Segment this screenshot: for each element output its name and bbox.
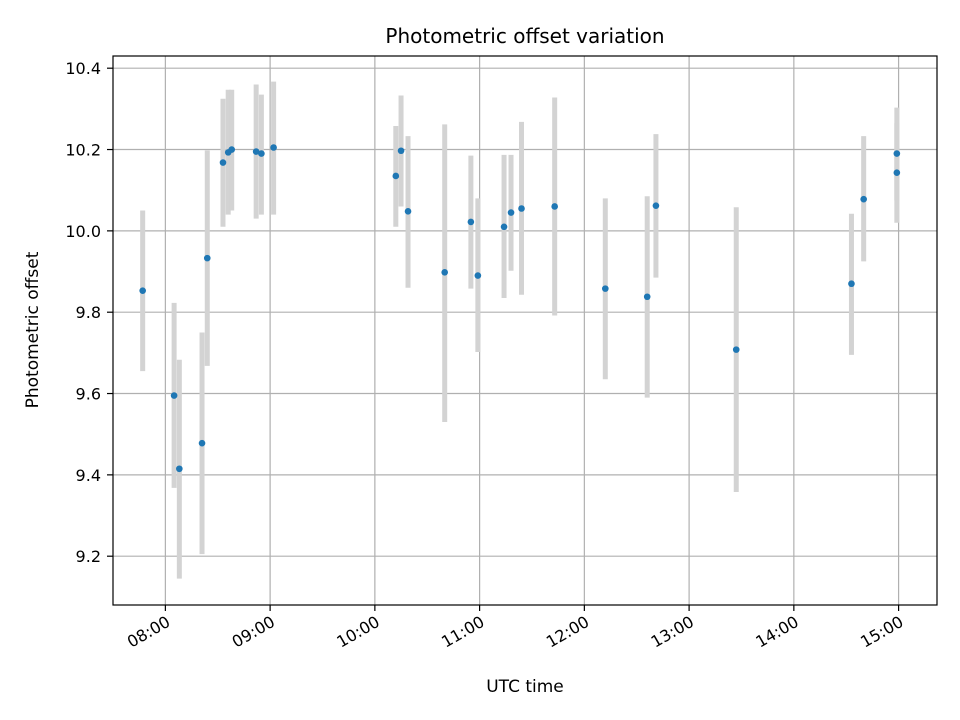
x-tick-label: 08:00 bbox=[124, 612, 173, 652]
data-point bbox=[203, 254, 211, 262]
y-tick-label: 10.4 bbox=[65, 59, 101, 78]
data-point bbox=[602, 285, 609, 292]
error-bars bbox=[140, 81, 900, 579]
data-point bbox=[860, 195, 867, 203]
data-point bbox=[848, 280, 855, 288]
data-point bbox=[474, 272, 482, 279]
y-axis-label: Photometric offset bbox=[23, 251, 43, 408]
x-axis-ticks: 08:00 09:00 10:00 11:00 12:00 13:00 14:00 15:00 bbox=[124, 605, 907, 652]
data-point bbox=[270, 144, 277, 151]
x-tick-label: 14:00 bbox=[752, 612, 801, 652]
data-point bbox=[397, 147, 405, 155]
data-point bbox=[893, 169, 901, 177]
data-point bbox=[518, 205, 525, 212]
y-tick-label: 9.6 bbox=[76, 385, 101, 404]
y-axis-ticks: 9.2 9.4 9.6 9.8 10.0 10.2 10.4 bbox=[65, 59, 113, 566]
grid-lines bbox=[113, 56, 937, 605]
data-point bbox=[467, 218, 475, 226]
y-tick-label: 9.4 bbox=[76, 466, 101, 485]
y-tick-label: 10.0 bbox=[65, 222, 101, 241]
y-tick-label: 10.2 bbox=[65, 141, 101, 160]
data-point bbox=[652, 202, 660, 209]
data-points bbox=[139, 144, 901, 473]
data-point bbox=[258, 150, 265, 157]
data-point bbox=[404, 208, 412, 215]
data-point bbox=[198, 439, 206, 447]
data-point bbox=[176, 465, 183, 473]
x-tick-label: 15:00 bbox=[857, 612, 906, 652]
data-point bbox=[500, 223, 508, 231]
data-point bbox=[139, 287, 146, 294]
data-point bbox=[252, 148, 260, 155]
data-point bbox=[551, 203, 558, 210]
x-tick-label: 12:00 bbox=[543, 612, 592, 652]
y-tick-label: 9.8 bbox=[76, 303, 101, 322]
data-point bbox=[643, 293, 651, 301]
x-axis-label: UTC time bbox=[486, 677, 564, 697]
data-point bbox=[893, 150, 901, 157]
x-tick-label: 13:00 bbox=[648, 612, 697, 652]
data-point bbox=[228, 146, 236, 153]
plot-frame bbox=[112, 55, 938, 606]
chart-title: Photometric offset variation bbox=[385, 24, 664, 48]
data-point bbox=[441, 269, 448, 276]
x-tick-label: 11:00 bbox=[438, 612, 487, 652]
data-point bbox=[732, 346, 740, 353]
x-tick-label: 09:00 bbox=[229, 612, 278, 652]
data-point bbox=[219, 159, 227, 166]
data-point bbox=[507, 209, 515, 216]
data-point bbox=[170, 392, 178, 399]
y-tick-label: 9.2 bbox=[76, 547, 101, 566]
x-tick-label: 10:00 bbox=[333, 612, 382, 652]
data-point bbox=[392, 172, 400, 180]
